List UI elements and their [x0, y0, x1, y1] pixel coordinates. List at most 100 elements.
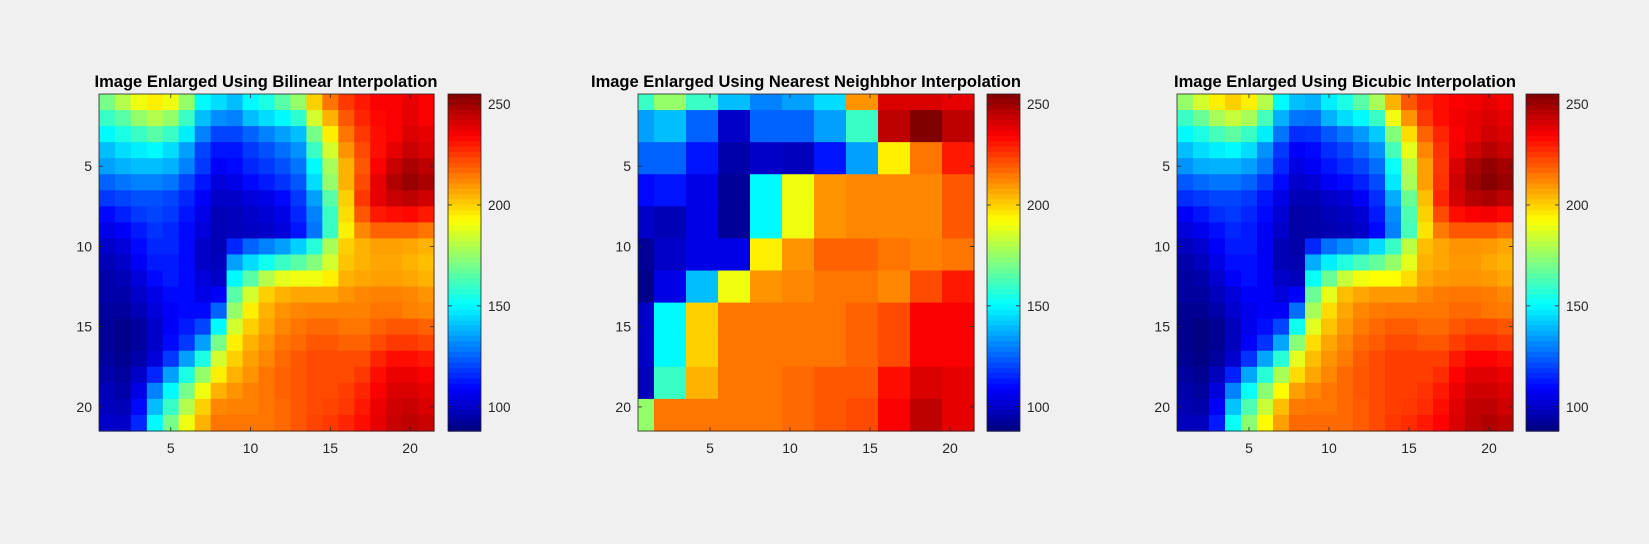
heatmap-cell: [654, 334, 687, 368]
heatmap-cell: [338, 350, 355, 368]
heatmap-cell: [1337, 366, 1354, 384]
heatmap-cell: [306, 174, 323, 191]
heatmap-cell: [1465, 366, 1482, 384]
heatmap-cell: [1401, 318, 1418, 336]
heatmap-cell: [338, 398, 355, 416]
heatmap-panel-3: 5 10 15 20 5 10 15 20 Image Enlarged Using Bicub…: [1154, 73, 1588, 456]
heatmap-cell: [114, 318, 132, 336]
colorbar-segment: [987, 188, 1020, 195]
heatmap-cell: [146, 158, 164, 175]
colorbar-segment: [448, 215, 481, 222]
heatmap-cell: [638, 334, 655, 368]
heatmap-cell: [782, 110, 815, 143]
heatmap-cell: [1401, 142, 1418, 159]
heatmap-cell: [402, 110, 419, 127]
heatmap-cell: [242, 142, 260, 159]
colorbar-segment: [1526, 146, 1559, 153]
heatmap-cell: [1321, 142, 1338, 159]
heatmap-cell: [242, 286, 260, 304]
heatmap-cell: [1465, 110, 1482, 127]
heatmap-cell: [146, 206, 164, 223]
heatmap-cell: [1321, 110, 1338, 127]
heatmap-cell: [1401, 126, 1418, 143]
heatmap-cell: [878, 110, 911, 143]
heatmap-cell: [1273, 126, 1290, 143]
heatmap-cell: [1465, 414, 1482, 432]
heatmap-cell: [1353, 382, 1370, 400]
heatmap-cell: [686, 142, 719, 175]
heatmap-cell: [1417, 222, 1434, 240]
heatmap-cell: [846, 174, 879, 207]
heatmap-cell: [1193, 382, 1210, 400]
heatmap-cell: [354, 222, 371, 240]
colorbar-segment: [448, 336, 481, 343]
heatmap-cell: [354, 206, 371, 223]
colorbar-segment: [448, 162, 481, 169]
heatmap-cell: [210, 254, 228, 272]
heatmap-cell: [226, 206, 244, 223]
heatmap-cell: [290, 158, 307, 175]
heatmap-cell: [114, 366, 132, 384]
heatmap-cell: [1305, 398, 1322, 416]
colorbar-segment: [1526, 409, 1559, 416]
heatmap-cell: [1369, 126, 1386, 143]
colorbar-segment: [448, 225, 481, 232]
heatmap-cell: [1337, 190, 1354, 207]
heatmap-cell: [226, 334, 244, 352]
heatmap-cell: [782, 238, 815, 272]
heatmap-cell: [638, 142, 655, 175]
heatmap-cell: [210, 206, 228, 223]
heatmap-cell: [1353, 334, 1370, 352]
colorbar-segment: [1526, 246, 1559, 253]
heatmap-cell: [1273, 366, 1290, 384]
colorbar-segment: [1526, 230, 1559, 237]
heatmap-cell: [99, 254, 116, 272]
heatmap-cell: [354, 190, 371, 207]
heatmap-cell: [162, 414, 180, 432]
heatmap-cell: [1273, 286, 1290, 304]
heatmap-cell: [146, 254, 164, 272]
heatmap-cell: [178, 350, 196, 368]
heatmap-cell: [1369, 350, 1386, 368]
heatmap-cell: [194, 126, 212, 143]
heatmap-cell: [1449, 126, 1466, 143]
heatmap-cell: [114, 382, 132, 400]
colorbar-segment: [1526, 315, 1559, 322]
heatmap-cell: [99, 286, 116, 304]
heatmap-cell: [354, 110, 371, 127]
colorbar-segment: [448, 273, 481, 279]
heatmap-cell: [1241, 94, 1258, 111]
heatmap-cell: [1241, 366, 1258, 384]
heatmap-cell: [1177, 382, 1194, 400]
heatmap-cell: [114, 414, 132, 432]
heatmap-cell: [258, 126, 276, 143]
heatmap-cell: [942, 398, 975, 432]
heatmap-cell: [1449, 190, 1466, 207]
heatmap-cell: [418, 222, 435, 240]
heatmap-cell: [1209, 334, 1226, 352]
heatmap-cell: [274, 158, 292, 175]
colorbar-segment: [987, 320, 1020, 327]
heatmap-cell: [290, 110, 307, 127]
heatmap-cell: [1305, 110, 1322, 127]
colorbar-segment: [987, 346, 1020, 353]
heatmap-cell: [942, 302, 975, 336]
heatmap-cell: [290, 142, 307, 159]
heatmap-cell: [226, 254, 244, 272]
heatmap-cell: [210, 222, 228, 240]
heatmap-cell: [814, 206, 847, 240]
heatmap-cell: [1225, 318, 1242, 336]
heatmap-cell: [338, 110, 355, 127]
heatmap-cell: [1497, 110, 1514, 127]
heatmap-cell: [370, 126, 387, 143]
heatmap-cell: [194, 398, 212, 416]
heatmap-cell: [1257, 174, 1274, 191]
colorbar-segment: [448, 378, 481, 385]
heatmap-cell: [1209, 366, 1226, 384]
heatmap-cell: [242, 222, 260, 240]
heatmap-cell: [1209, 126, 1226, 143]
heatmap-cell: [846, 398, 879, 432]
heatmap-cell: [1305, 414, 1322, 432]
heatmap-cell: [402, 158, 419, 175]
heatmap-cell: [210, 110, 228, 127]
